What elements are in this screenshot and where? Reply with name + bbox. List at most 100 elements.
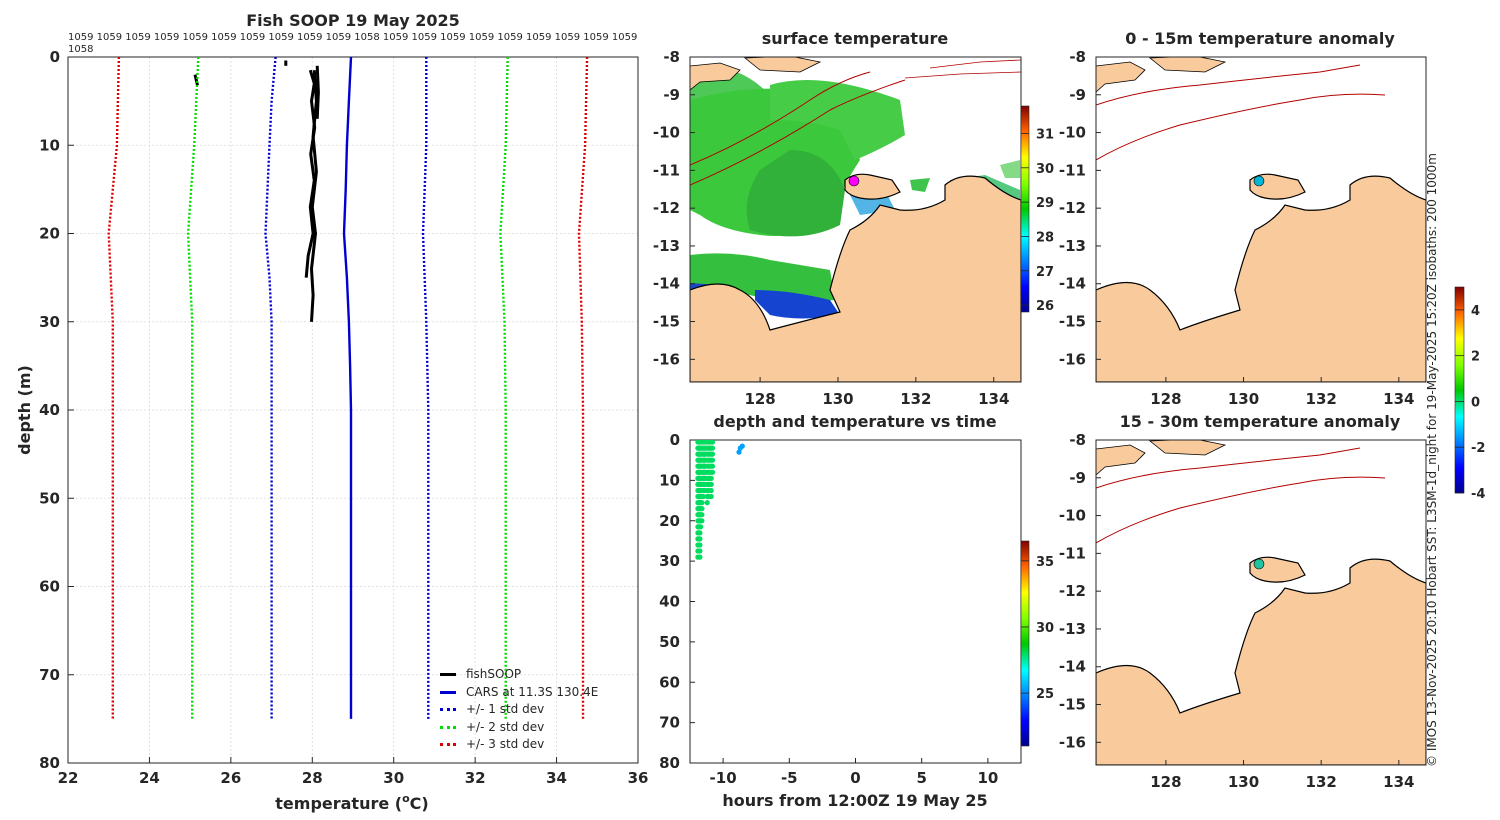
map-ytick-label: -8: [1069, 431, 1086, 449]
ts-point: [709, 451, 716, 457]
ts-point: [708, 481, 714, 487]
legend-item: CARS at 11.3S 130.4E: [440, 684, 598, 702]
ts-point: [709, 457, 716, 463]
ts-point: [698, 524, 704, 530]
ts-point: [709, 469, 716, 475]
ts-point: [704, 500, 710, 506]
map-ytick-label: -10: [1059, 507, 1086, 525]
ts-point: [699, 512, 705, 518]
ts-point: [709, 463, 716, 469]
legend-swatch: [440, 725, 456, 729]
anom-colorbar: [1454, 286, 1465, 494]
colorbar-tick-label: -2: [1471, 441, 1485, 456]
map-xtick-label: 132: [1306, 773, 1337, 791]
anom2-map: [1096, 440, 1426, 765]
map-ytick-label: -12: [653, 199, 680, 217]
profile-xtick-label: 30: [383, 769, 404, 787]
ts-ticks: -10 -5 0 5 10 0 10 20 30 40 50 60 70 80: [659, 431, 998, 787]
profile-ytick-label: 60: [39, 578, 60, 596]
map-xtick-label: 132: [900, 390, 931, 408]
map-ytick-label: -8: [1069, 48, 1086, 66]
series-std-lower: [186, 56, 200, 719]
profile-title: Fish SOOP 19 May 2025: [246, 11, 460, 30]
colorbar-tick-label: 30: [1036, 621, 1054, 636]
legend-item: fishSOOP: [440, 666, 598, 684]
profile-xtick-label: 34: [546, 769, 567, 787]
map-ytick-label: -16: [1059, 350, 1086, 368]
profile-grid: [67, 56, 639, 764]
ts-xtick-label: 0: [850, 769, 860, 787]
series-std-lower: [264, 56, 277, 719]
anom2-ticks: 128 130 132 134 -8 -9 -10 -11 -12 -13 -14 -15 -16: [1059, 431, 1415, 791]
legend-item: +/- 1 std dev: [440, 701, 598, 719]
colorbar-tick-label: 35: [1036, 555, 1054, 570]
ts-point: [697, 554, 703, 560]
ts-ytick-label: 50: [659, 633, 680, 651]
profile-ytick-label: 30: [39, 313, 60, 331]
ts-point: [699, 506, 705, 512]
profile-top-labels: 1059 1059 1059 1059 1059 1059 1059 1059 …: [68, 32, 637, 43]
ts-point: [697, 530, 703, 536]
profile-ytick-label: 20: [39, 225, 60, 243]
anom1-ticks: 128 130 132 134 -8 -9 -10 -11 -12 -13 -14 -15 -16: [1059, 48, 1415, 408]
map-xtick-label: 134: [978, 390, 1009, 408]
map-xtick-label: 130: [1228, 390, 1259, 408]
map-ytick-label: -9: [663, 86, 680, 104]
ts-title: depth and temperature vs time: [713, 412, 996, 431]
colorbar-tick-label: 28: [1036, 230, 1054, 245]
map-ytick-label: -11: [653, 161, 680, 179]
colorbar-tick-label: 2: [1471, 350, 1480, 365]
map-ytick-label: -15: [1059, 313, 1086, 331]
series-std-lower: [107, 56, 121, 719]
ts-colorbar-ticks: 25 30 35: [1021, 555, 1054, 702]
anom2-axes-box: [1095, 439, 1427, 766]
map-ytick-label: -14: [653, 275, 680, 293]
profile-ytick-label: 10: [39, 136, 60, 154]
map-ytick-label: -8: [663, 48, 680, 66]
profile-ytick-label: 70: [39, 666, 60, 684]
profile-ytick-label: 80: [39, 754, 60, 772]
profile-top-labels-2: 1058: [68, 44, 93, 55]
map-ytick-label: -16: [1059, 733, 1086, 751]
legend-swatch: [440, 743, 456, 747]
legend-item: +/- 2 std dev: [440, 719, 598, 737]
legend-swatch: [440, 690, 456, 694]
ts-xtick-label: -5: [781, 769, 798, 787]
legend-label: +/- 2 std dev: [466, 719, 545, 734]
series-std-upper: [499, 56, 509, 719]
profile-xtick-label: 26: [220, 769, 241, 787]
colorbar-tick-label: 25: [1036, 687, 1054, 702]
profile-series: [107, 56, 589, 719]
ts-point: [697, 542, 703, 548]
colorbar-tick-label: 27: [1036, 265, 1054, 280]
legend-label: fishSOOP: [466, 667, 522, 681]
ts-point: [700, 493, 706, 500]
map-ytick-label: -10: [1059, 124, 1086, 142]
colorbar-tick-label: 30: [1036, 162, 1054, 177]
map-ytick-label: -16: [653, 350, 680, 368]
profile-xtick-label: 24: [139, 769, 160, 787]
series-fishsoop-line: [310, 70, 318, 322]
sst-colorbar: [1020, 105, 1030, 313]
profile-xtick-label: 22: [58, 769, 79, 787]
ts-xtick-label: -10: [710, 769, 737, 787]
anom1-map: [1096, 57, 1426, 382]
map-ytick-label: -12: [1059, 199, 1086, 217]
colorbar-tick-label: -4: [1471, 487, 1485, 502]
colorbar-tick-label: 26: [1036, 299, 1054, 314]
colorbar-tick-label: 29: [1036, 196, 1054, 211]
colorbar-tick-label: 31: [1036, 127, 1054, 142]
series-cars-line: [342, 56, 353, 719]
ts-ytick-label: 30: [659, 552, 680, 570]
map-xtick-label: 128: [744, 390, 775, 408]
profile-legend: fishSOOP CARS at 11.3S 130.4E +/- 1 std …: [440, 666, 598, 754]
sst-map: [690, 57, 1021, 382]
profile-ticks: 22 24 26 28 30 32 34 36 0 10 20 30 40 50 60 70 80: [39, 48, 648, 787]
profile-ytick-label: 0: [50, 48, 60, 66]
anom1-axes-box: [1095, 56, 1427, 383]
ts-ytick-label: 10: [659, 471, 680, 489]
profile-xlabel: temperature (oC): [275, 792, 428, 813]
map-ytick-label: -10: [653, 124, 680, 142]
ts-xlabel: hours from 12:00Z 19 May 25: [722, 791, 987, 810]
